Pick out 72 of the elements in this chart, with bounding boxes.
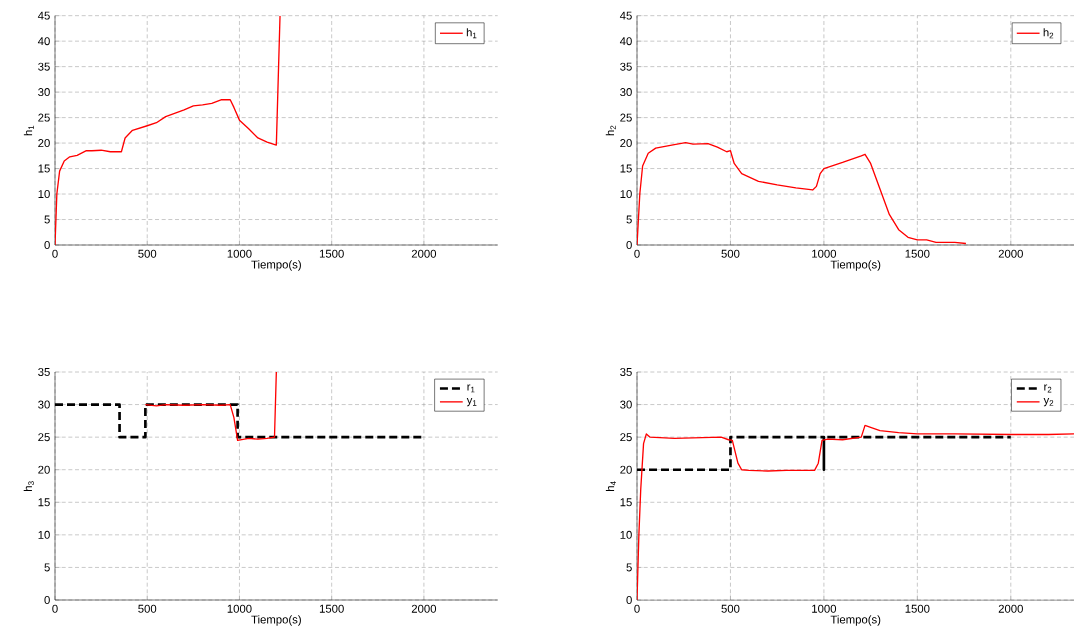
y-tick-label: 5 [626, 563, 632, 572]
line-series [144, 372, 278, 442]
legend-label: y$_{2}$ [1043, 397, 1054, 407]
y-tick-label: 35 [38, 62, 50, 71]
y-tick-label: 5 [44, 563, 50, 572]
y-tick-label: 30 [38, 88, 50, 97]
y-tick-label: 25 [620, 113, 632, 122]
x-tick-label: 1000 [812, 249, 837, 258]
y-tick-label: 15 [38, 164, 50, 173]
line-series [637, 141, 967, 245]
x-tick-label: 1500 [319, 604, 344, 613]
y-tick-label: 10 [38, 190, 50, 199]
y-tick-label: 15 [620, 498, 632, 507]
y-tick-label: 20 [620, 139, 632, 148]
y-axis-title: h$_{1}$ [23, 125, 34, 136]
y-tick-label: 20 [38, 139, 50, 148]
x-tick-label: 0 [52, 249, 58, 258]
x-axis-title: Tiempo(s) [251, 260, 301, 271]
x-axis-title: Tiempo(s) [830, 260, 881, 271]
x-tick-label: 0 [52, 604, 58, 613]
y-tick-label: 0 [44, 596, 50, 605]
x-tick-label: 500 [721, 604, 740, 613]
x-tick-label: 2000 [411, 249, 437, 258]
y-tick-label: 10 [620, 530, 632, 539]
x-tick-label: 1000 [227, 604, 252, 613]
y-tick-label: 10 [38, 530, 50, 539]
y-tick-label: 30 [620, 400, 632, 409]
x-tick-label: 2000 [411, 604, 437, 613]
y-tick-label: 45 [37, 11, 50, 20]
legend-label: y$_{1}$ [466, 397, 477, 407]
x-tick-label: 2000 [998, 604, 1023, 613]
x-tick-label: 500 [138, 249, 157, 258]
y-tick-label: 25 [38, 433, 50, 442]
y-axis-title: h$_{4}$ [605, 481, 616, 491]
x-tick-label: 2000 [998, 249, 1023, 258]
y-tick-label: 10 [620, 190, 632, 199]
x-tick-label: 1000 [812, 604, 837, 613]
y-tick-label: 15 [620, 164, 632, 173]
y-tick-label: 30 [38, 400, 50, 409]
y-tick-label: 40 [619, 37, 632, 46]
legend-label: h$_{1}$ [466, 28, 477, 39]
x-tick-label: 500 [721, 249, 740, 258]
legend-label: h$_{2}$ [1043, 28, 1054, 39]
y-tick-label: 0 [44, 241, 50, 250]
y-axis-title: h$_{2}$ [605, 125, 616, 136]
y-tick-label: 20 [620, 465, 632, 474]
y-tick-label: 25 [620, 433, 632, 442]
y-tick-label: 45 [619, 11, 632, 20]
x-tick-label: 1500 [905, 604, 930, 613]
y-tick-label: 5 [626, 215, 632, 224]
x-tick-label: 1500 [905, 249, 930, 258]
x-tick-label: 0 [634, 249, 640, 258]
legend-label: r$_{1}$ [467, 384, 475, 393]
y-tick-label: 35 [620, 62, 632, 71]
y-tick-label: 15 [38, 498, 50, 507]
x-axis-title: Tiempo(s) [251, 615, 301, 626]
y-tick-label: 40 [37, 37, 50, 46]
x-tick-label: 500 [138, 604, 157, 613]
x-axis-title: Tiempo(s) [830, 615, 881, 626]
y-tick-label: 0 [626, 596, 632, 605]
y-axis-title: h$_{3}$ [23, 481, 34, 491]
x-tick-label: 0 [634, 604, 640, 613]
legend-label: r$_{2}$ [1044, 384, 1052, 393]
y-tick-label: 35 [620, 368, 632, 377]
x-tick-label: 1000 [227, 249, 252, 258]
y-tick-label: 25 [38, 113, 50, 122]
y-tick-label: 30 [620, 88, 632, 97]
y-tick-label: 35 [38, 368, 50, 377]
y-tick-label: 20 [38, 465, 50, 474]
x-tick-label: 1500 [319, 249, 344, 258]
y-tick-label: 0 [626, 241, 632, 250]
y-tick-label: 5 [44, 215, 50, 224]
